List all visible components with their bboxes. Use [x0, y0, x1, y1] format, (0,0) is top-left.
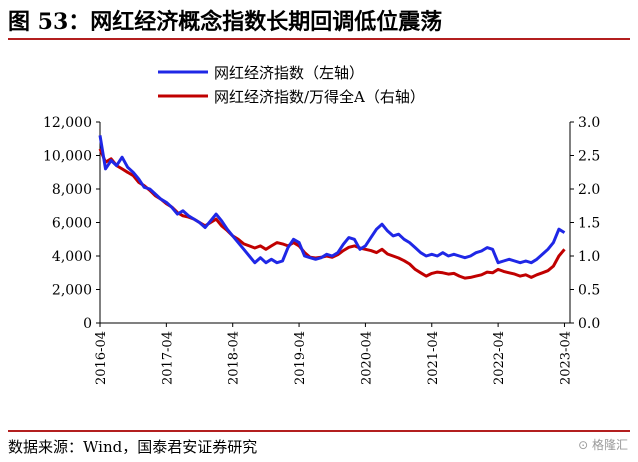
- source-rule: [8, 430, 630, 432]
- left-axis-tick-label: 4,000: [52, 249, 92, 265]
- left-axis-tick-label: 2,000: [52, 283, 92, 299]
- right-axis-tick-label: 1.0: [578, 249, 600, 265]
- left-axis-tick-label: 6,000: [52, 216, 92, 232]
- right-axis-tick-label: 0.0: [578, 316, 600, 332]
- source-note: 数据来源：Wind，国泰君安证券研究: [8, 438, 258, 456]
- right-axis-tick-label: 2.0: [578, 182, 600, 198]
- x-axis-tick-label: 2016-04: [94, 331, 109, 385]
- left-axis-tick-label: 10,000: [43, 149, 92, 165]
- x-axis-tick-label: 2017-04: [160, 331, 175, 385]
- watermark-logo: ⊙ 格隆汇: [578, 438, 628, 452]
- x-axis-tick-label: 2020-04: [359, 331, 374, 385]
- right-axis-tick-label: 2.5: [578, 149, 600, 165]
- x-axis-tick-label: 2018-04: [227, 331, 242, 385]
- x-axis-tick-label: 2019-04: [293, 331, 308, 385]
- right-axis-tick-label: 1.5: [578, 216, 600, 232]
- left-axis-tick-label: 8,000: [52, 182, 92, 198]
- x-axis-tick-label: 2021-04: [426, 331, 441, 385]
- x-axis-tick-label: 2023-04: [558, 331, 573, 385]
- legend-label: 网红经济指数/万得全A（右轴）: [214, 88, 425, 106]
- page-title: 图 53：网红经济概念指数长期回调低位震荡: [8, 9, 443, 35]
- left-axis-tick-label: 12,000: [43, 115, 92, 131]
- series-line-left: [98, 135, 566, 265]
- watermark-text: 格隆汇: [591, 438, 628, 452]
- right-axis-tick-label: 0.5: [578, 283, 600, 299]
- left-axis-tick-label: 0: [83, 316, 92, 332]
- title-rule: [8, 38, 630, 40]
- x-axis-tick-label: 2022-04: [492, 331, 507, 385]
- series-line-right: [98, 148, 566, 280]
- chart: 0 2,000 4,000 6,000 8,000 10,000 12,000 0.0 0.5 1…: [43, 64, 600, 385]
- legend-label: 网红经济指数（左轴）: [214, 64, 364, 82]
- right-axis-tick-label: 3.0: [578, 115, 600, 131]
